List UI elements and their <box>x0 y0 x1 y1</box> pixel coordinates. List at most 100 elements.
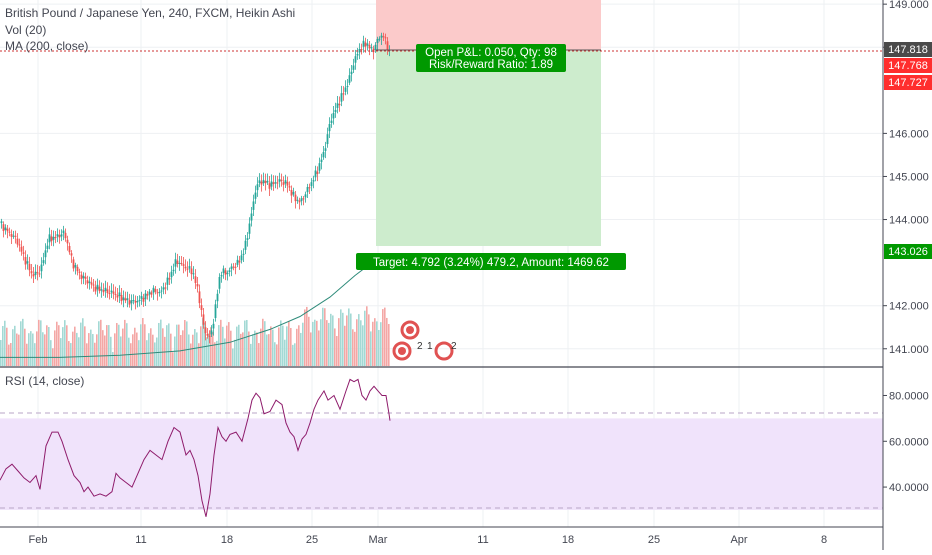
volume-bar <box>378 329 380 366</box>
volume-bar <box>2 325 4 366</box>
candle-body <box>306 187 309 193</box>
candle-body <box>224 270 227 275</box>
time-axis[interactable]: Feb 11 18 25 Mar 11 18 25 Apr 8 <box>29 534 828 546</box>
event-markers[interactable]: 2 1 2 <box>392 320 457 361</box>
candle-body <box>360 49 363 51</box>
candle-body <box>178 262 181 264</box>
candle-body <box>24 257 27 265</box>
profit-target-zone[interactable] <box>376 51 601 246</box>
candle-body <box>266 180 269 183</box>
volume-bar <box>286 326 288 366</box>
volume-bar <box>140 324 142 366</box>
volume-bar <box>358 314 360 366</box>
stop-price-badge-bottom-text: 147.727 <box>888 77 928 89</box>
volume-bar <box>136 332 138 366</box>
candle-body <box>226 272 229 275</box>
candle-body <box>316 171 319 175</box>
candle-body <box>130 300 133 304</box>
candle-body <box>120 295 123 302</box>
candle-body <box>68 246 71 253</box>
volume-bar <box>76 332 78 366</box>
volume-bar <box>382 309 384 366</box>
volume-bar <box>212 332 214 366</box>
candle-body <box>54 237 57 239</box>
candle-body <box>384 37 387 39</box>
volume-bar <box>190 343 192 366</box>
candle-body <box>364 42 367 47</box>
time-tick-label: Feb <box>29 534 48 546</box>
volume-bar <box>10 342 12 366</box>
candle-body <box>192 273 195 275</box>
candle-body <box>180 263 183 265</box>
candle-body <box>58 235 61 238</box>
candle-body <box>118 292 121 296</box>
volume-bar <box>364 310 366 366</box>
volume-bar <box>328 322 330 366</box>
event-flag-icon-inner <box>398 347 406 355</box>
candle-body <box>32 274 35 277</box>
ma-legend[interactable]: MA (200, close) <box>5 39 89 53</box>
event-flag-icon[interactable] <box>400 320 420 340</box>
volume-bar <box>384 307 386 366</box>
candle-body <box>160 290 163 292</box>
volume-bar <box>168 323 170 366</box>
volume-bar <box>298 325 300 366</box>
candle-body <box>234 266 237 268</box>
volume-bar <box>132 334 134 366</box>
candle-body <box>206 333 209 336</box>
candle-body <box>30 271 33 274</box>
candle-body <box>76 266 79 272</box>
candle-body <box>8 231 11 233</box>
volume-bar <box>34 343 36 366</box>
candle-body <box>248 223 251 234</box>
candle-body <box>368 44 371 49</box>
event-flag-icon[interactable] <box>392 341 412 361</box>
volume-bar <box>252 334 254 366</box>
volume-bar <box>290 327 292 366</box>
volume-bar <box>176 324 178 366</box>
volume-legend[interactable]: Vol (20) <box>5 23 47 37</box>
candle-body <box>190 268 193 275</box>
volume-bar <box>86 343 88 366</box>
volume-bar <box>164 336 166 366</box>
volume-bar <box>258 343 260 366</box>
volume-bar <box>188 334 190 366</box>
candle-body <box>42 260 45 264</box>
stop-loss-zone[interactable] <box>376 0 601 51</box>
rsi-legend[interactable]: RSI (14, close) <box>5 374 85 388</box>
volume-bar <box>166 325 168 366</box>
volume-bar <box>354 331 356 366</box>
volume-bar <box>198 343 200 366</box>
rsi-band <box>0 418 883 510</box>
volume-bar <box>238 324 240 366</box>
target-label[interactable]: Target: 4.792 (3.24%) 479.2, Amount: 146… <box>356 253 626 270</box>
candle-body <box>144 293 147 300</box>
candle-body <box>198 291 201 304</box>
symbol-legend[interactable]: British Pound / Japanese Yen, 240, FXCM,… <box>5 6 296 20</box>
candle-body <box>374 44 377 50</box>
rsi-line <box>0 378 391 517</box>
candle-body <box>158 291 161 293</box>
candle-body <box>134 300 137 303</box>
event-flag-icon[interactable] <box>434 341 454 361</box>
candle-body <box>200 305 203 310</box>
candle-body <box>256 184 259 191</box>
volume-bar <box>304 309 306 366</box>
candle-body <box>366 43 369 46</box>
volume-bar <box>228 322 230 366</box>
volume-bar <box>280 320 282 366</box>
volume-bar <box>88 333 90 366</box>
open-pl-label[interactable]: Open P&L: 0.050, Qty: 98 Risk/Reward Rat… <box>416 44 566 72</box>
candle-body <box>228 270 231 273</box>
volume-bar <box>370 331 372 366</box>
volume-bar <box>66 325 68 366</box>
candle-body <box>188 266 191 269</box>
candle-body <box>100 289 103 291</box>
volume-bar <box>16 333 18 366</box>
rsi-axis[interactable]: 80.0000 60.0000 40.0000 <box>883 390 929 494</box>
candle-body <box>10 233 13 237</box>
volume-bar <box>316 320 318 366</box>
volume-bar <box>272 329 274 366</box>
